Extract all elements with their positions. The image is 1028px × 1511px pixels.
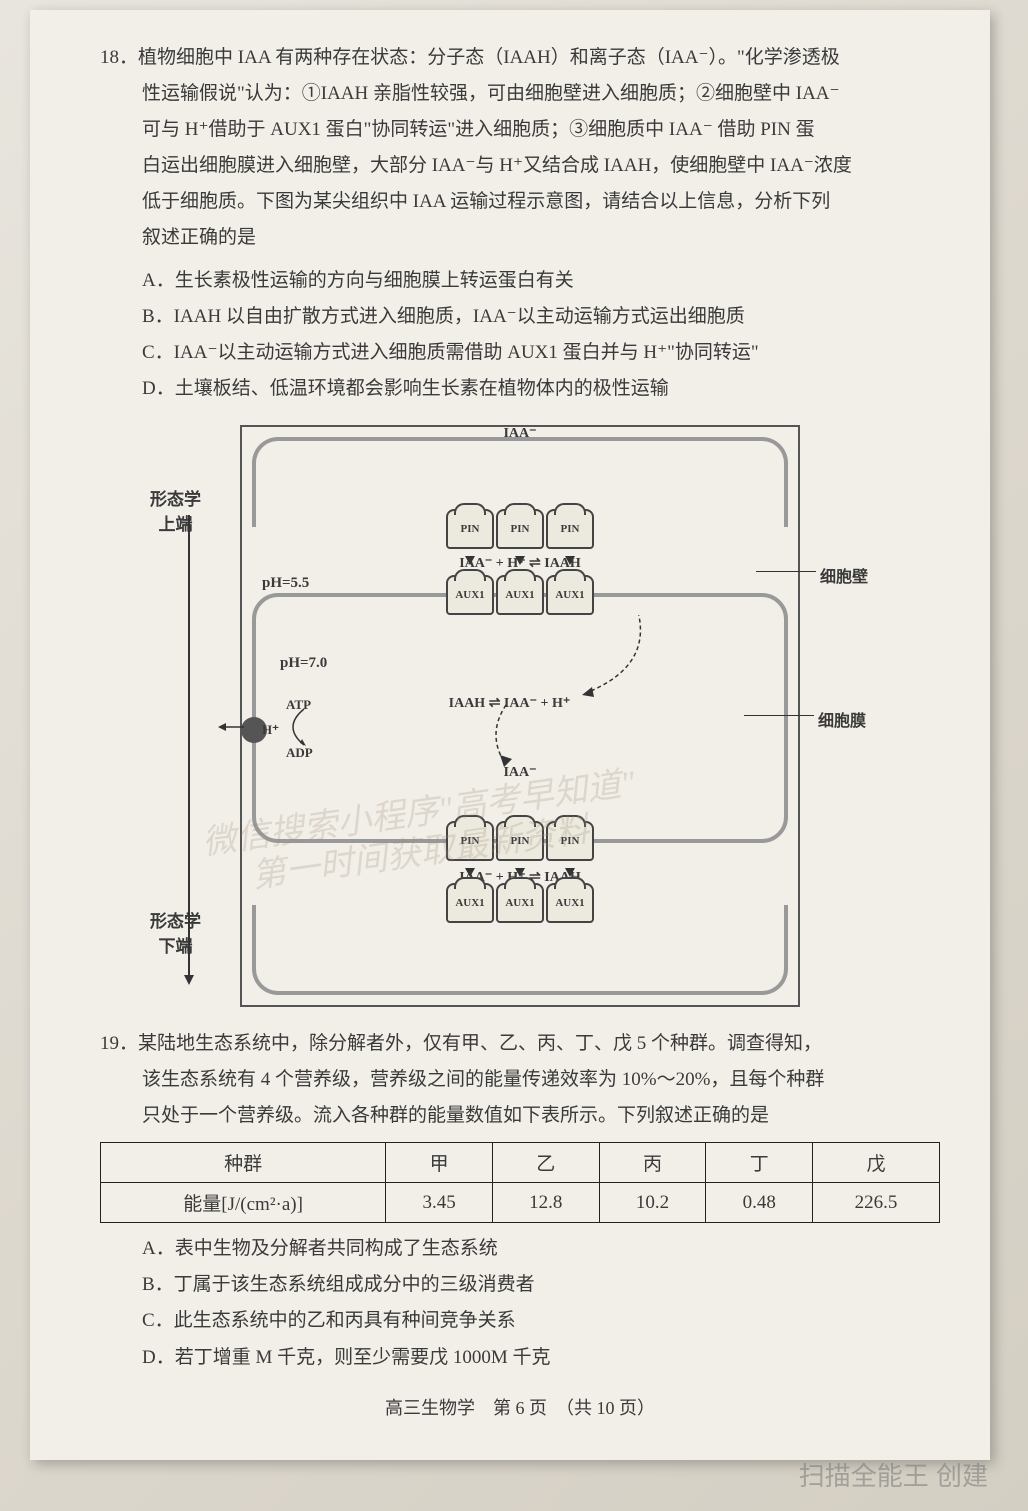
- q18-opt-a: A．生长素极性运输的方向与细胞膜上转运蛋白有关: [142, 263, 940, 299]
- table-cell: 12.8: [492, 1183, 599, 1223]
- bottom-cell: AUX1 AUX1 AUX1: [252, 905, 788, 995]
- q19-options: A．表中生物及分解者共同构成了生态系统 B．丁属于该生态系统组成成分中的三级消费…: [100, 1231, 940, 1375]
- polarity-arrow: [188, 515, 190, 975]
- question-19: 19．某陆地生态系统中，除分解者外，仅有甲、乙、丙、丁、戊 5 个种群。调查得知…: [100, 1026, 940, 1376]
- energy-table: 种群 甲 乙 丙 丁 戊 能量[J/(cm²·a)] 3.45 12.8 10.…: [100, 1142, 940, 1223]
- q18-line5: 叙述正确的是: [100, 220, 940, 256]
- q18-line4: 低于细胞质。下图为某尖组织中 IAA 运输过程示意图，请结合以上信息，分析下列: [100, 184, 940, 220]
- row-label: 能量[J/(cm²·a)]: [101, 1183, 386, 1223]
- q19-opt-d: D．若丁增重 M 千克，则至少需要戊 1000M 千克: [142, 1340, 940, 1376]
- table-cell: 3.45: [386, 1183, 493, 1223]
- q18-opt-b: B．IAAH 以自由扩散方式进入细胞质，IAA⁻以主动运输方式运出细胞质: [142, 299, 940, 335]
- middle-cell: AUX1 AUX1 AUX1 pH=7.0 IAAH ⇌ IAA⁻ + H⁺ A…: [252, 593, 788, 843]
- morphology-top-label: 形态学 上端: [150, 485, 201, 535]
- q19-opt-a: A．表中生物及分解者共同构成了生态系统: [142, 1231, 940, 1267]
- aux1-protein: AUX1: [546, 575, 594, 615]
- q18-opt-c: C．IAA⁻以主动运输方式进入细胞质需借助 AUX1 蛋白并与 H⁺"协同转运": [142, 335, 940, 371]
- exam-page: 18．植物细胞中 IAA 有两种存在状态：分子态（IAAH）和离子态（IAA⁻）…: [30, 10, 990, 1460]
- dashed-arrows-icon: [406, 615, 666, 785]
- table-header: 丁: [706, 1143, 813, 1183]
- top-cell-region: IAA⁻ PIN PIN PIN: [240, 425, 800, 537]
- bottom-cell-region: AUX1 AUX1 AUX1: [240, 895, 800, 1007]
- q19-stem: 19．某陆地生态系统中，除分解者外，仅有甲、乙、丙、丁、戊 5 个种群。调查得知…: [100, 1026, 940, 1134]
- table-header: 丙: [599, 1143, 706, 1183]
- table-header: 种群: [101, 1143, 386, 1183]
- hplus-out-arrow-icon: [216, 721, 246, 733]
- table-header: 甲: [386, 1143, 493, 1183]
- q18-options: A．生长素极性运输的方向与细胞膜上转运蛋白有关 B．IAAH 以自由扩散方式进入…: [100, 263, 940, 407]
- q19-line2: 只处于一个营养级。流入各种群的能量数值如下表所示。下列叙述正确的是: [100, 1098, 940, 1134]
- q18-opt-d: D．土壤板结、低温环境都会影响生长素在植物体内的极性运输: [142, 371, 940, 407]
- table-cell: 10.2: [599, 1183, 706, 1223]
- cell-membrane-label: 细胞膜: [818, 707, 866, 731]
- morphology-bottom-label: 形态学 下端: [150, 907, 201, 957]
- table-row: 能量[J/(cm²·a)] 3.45 12.8 10.2 0.48 226.5: [101, 1183, 940, 1223]
- q18-line1: 性运输假说"认为：①IAAH 亲脂性较强，可由细胞壁进入细胞质；②细胞壁中 IA…: [100, 76, 940, 112]
- q18-number: 18．: [100, 47, 138, 68]
- aux1-protein: AUX1: [496, 883, 544, 923]
- q19-line0: 某陆地生态系统中，除分解者外，仅有甲、乙、丙、丁、戊 5 个种群。调查得知，: [138, 1033, 822, 1054]
- q19-opt-b: B．丁属于该生态系统组成成分中的三级消费者: [142, 1267, 940, 1303]
- table-cell: 0.48: [706, 1183, 813, 1223]
- table-header-row: 种群 甲 乙 丙 丁 戊: [101, 1143, 940, 1183]
- table-cell: 226.5: [813, 1183, 940, 1223]
- table-header: 戊: [813, 1143, 940, 1183]
- iaa-diagram: 形态学 上端 形态学 下端 IAA⁻ PIN PIN PIN: [100, 425, 940, 1012]
- scanner-watermark: 扫描全能王 创建: [799, 1456, 988, 1493]
- aux1-protein: AUX1: [446, 575, 494, 615]
- q18-line2: 可与 H⁺借助于 AUX1 蛋白"协同转运"进入细胞质；③细胞质中 IAA⁻ 借…: [100, 112, 940, 148]
- callout-line: [744, 715, 814, 717]
- atp-arrow-icon: [274, 705, 314, 751]
- table-header: 乙: [492, 1143, 599, 1183]
- page-footer: 高三生物学 第 6 页 （共 10 页）: [100, 1394, 940, 1420]
- middle-cell-region: 细胞壁 AUX1 AUX1 AUX1 pH=7.0 IAAH ⇌ IAA⁻ + …: [240, 583, 800, 853]
- aux1-group-bottom: AUX1 AUX1 AUX1: [446, 883, 594, 923]
- aux1-protein: AUX1: [446, 883, 494, 923]
- q18-line3: 白运出细胞膜进入细胞壁，大部分 IAA⁻与 H⁺又结合成 IAAH，使细胞壁中 …: [100, 148, 940, 184]
- q18-line0: 植物细胞中 IAA 有两种存在状态：分子态（IAAH）和离子态（IAA⁻）。"化…: [138, 47, 840, 68]
- ph-inside: pH=7.0: [280, 655, 327, 672]
- top-cell: PIN PIN PIN: [252, 437, 788, 527]
- q19-line1: 该生态系统有 4 个营养级，营养级之间的能量传递效率为 10%～20%，且每个种…: [100, 1062, 940, 1098]
- q18-stem: 18．植物细胞中 IAA 有两种存在状态：分子态（IAAH）和离子态（IAA⁻）…: [100, 40, 940, 257]
- aux1-protein: AUX1: [496, 575, 544, 615]
- q19-number: 19．: [100, 1033, 138, 1054]
- q19-opt-c: C．此生态系统中的乙和丙具有种间竞争关系: [142, 1303, 940, 1339]
- aux1-group-top: AUX1 AUX1 AUX1: [446, 575, 594, 615]
- cell-wall-label: 细胞壁: [820, 563, 868, 587]
- question-18: 18．植物细胞中 IAA 有两种存在状态：分子态（IAAH）和离子态（IAA⁻）…: [100, 40, 940, 407]
- callout-line: [756, 571, 816, 573]
- aux1-protein: AUX1: [546, 883, 594, 923]
